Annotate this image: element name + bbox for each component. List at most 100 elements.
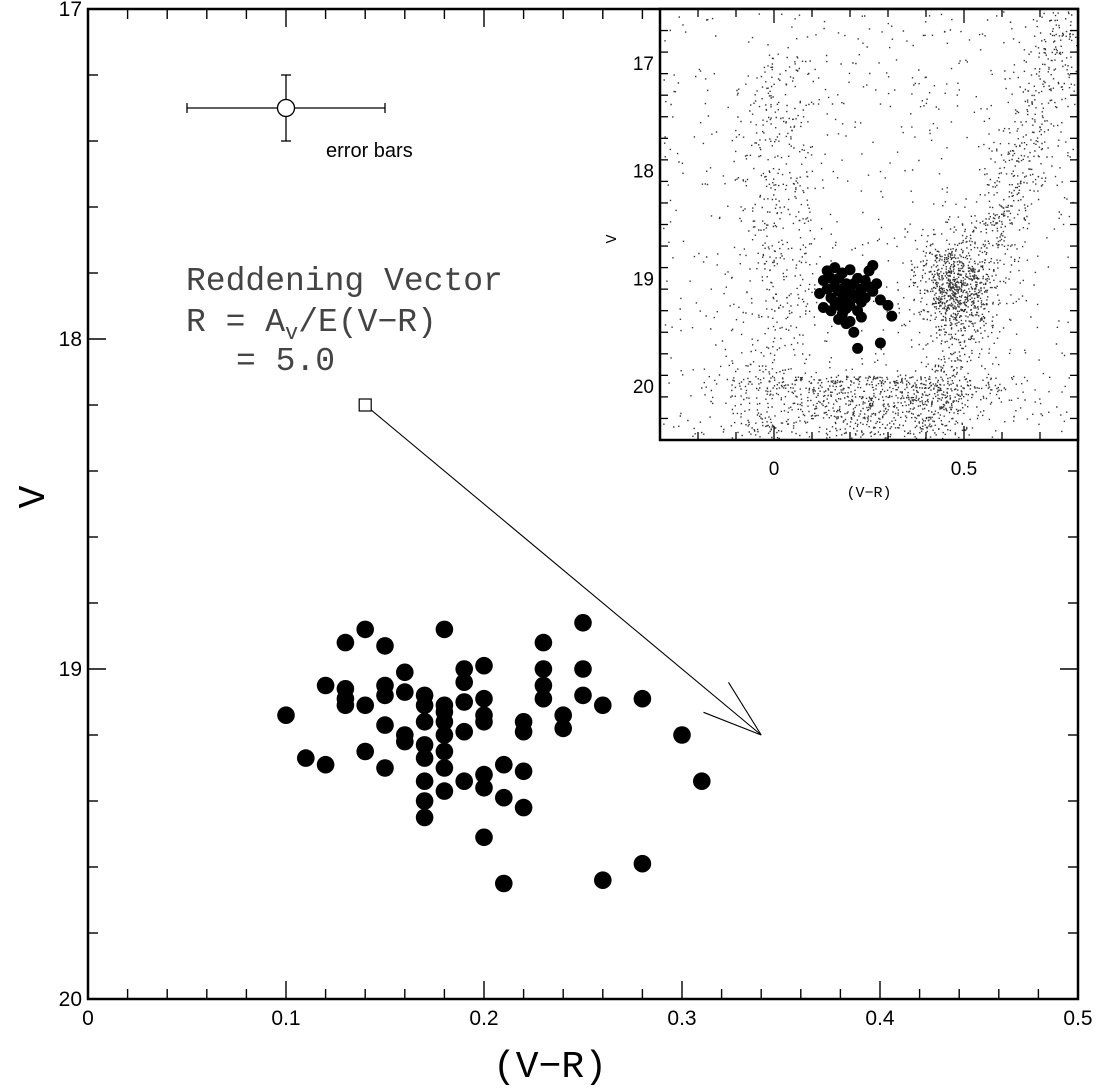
reddening-vector-line <box>364 404 762 736</box>
data-point <box>415 772 434 790</box>
data-point <box>475 713 493 731</box>
data-point <box>435 759 454 777</box>
data-point <box>475 689 493 708</box>
reddening-vector-start-marker <box>358 398 372 412</box>
data-point <box>475 765 493 784</box>
data-point <box>396 732 414 751</box>
y-tick-label: 19 <box>59 658 82 681</box>
inset-axis-ticks <box>659 8 1079 441</box>
data-point <box>415 808 434 827</box>
data-point <box>415 792 434 810</box>
data-point <box>534 660 553 678</box>
inset-data-point <box>840 318 852 330</box>
inset-data-point <box>844 264 856 276</box>
reddening-value: = 5.0 <box>236 343 335 380</box>
data-point <box>574 614 592 632</box>
data-point <box>356 742 375 761</box>
data-point <box>475 656 493 675</box>
data-point <box>415 736 434 754</box>
data-point <box>376 686 394 705</box>
reddening-vector-arrow <box>358 398 762 736</box>
data-point <box>594 871 612 889</box>
reddening-vector-arrowhead <box>728 682 762 736</box>
data-point <box>316 676 335 695</box>
data-point <box>455 660 474 678</box>
data-point <box>693 772 711 790</box>
data-point <box>475 828 493 847</box>
reddening-eq-R: R = A <box>186 304 285 341</box>
inset-data-point <box>825 305 837 317</box>
inset-data-point <box>848 326 860 338</box>
data-point <box>514 762 533 781</box>
inset-x-tick-label: 0 <box>769 459 780 480</box>
inset-field-stars <box>663 11 1078 440</box>
inset-background <box>660 9 1078 440</box>
data-point <box>396 683 414 701</box>
main-y-axis-label: V <box>13 485 56 508</box>
inset-y-tick-label: 18 <box>633 162 654 183</box>
inset-data-point <box>859 292 871 304</box>
main-plot-frame <box>86 7 1080 1001</box>
data-point <box>514 798 533 817</box>
inset-y-axis-label: V <box>604 234 621 243</box>
data-point <box>673 726 691 744</box>
inset-y-tick-labels: 17 18 19 20 <box>633 54 654 398</box>
data-point <box>297 749 315 767</box>
data-point <box>356 620 375 639</box>
data-point <box>435 742 454 761</box>
x-tick-label: 0 <box>82 1007 94 1030</box>
data-point <box>396 663 414 682</box>
reddening-vector-title: Reddening Vector <box>186 263 503 300</box>
reddening-vector-arrowhead <box>703 711 762 736</box>
x-tick-label: 0.2 <box>469 1007 498 1030</box>
inset-x-tick-labels: 0 0.5 <box>769 459 978 480</box>
data-point <box>415 749 434 767</box>
data-point <box>435 782 454 800</box>
data-point <box>376 716 394 734</box>
main-chart: 0 0.1 0.2 0.3 0.4 0.5 17 18 19 20 (V−R) V error … <box>13 0 1093 1089</box>
main-x-axis-label: (V−R) <box>493 1046 607 1089</box>
data-point <box>415 696 434 715</box>
data-point <box>455 722 474 741</box>
main-data-points <box>277 614 711 893</box>
data-point <box>277 706 295 724</box>
x-tick-label: 0.1 <box>271 1007 300 1030</box>
inset-data-point <box>886 310 898 322</box>
data-point <box>534 633 553 652</box>
data-point <box>336 633 355 652</box>
data-point <box>633 689 652 708</box>
data-point <box>633 854 652 873</box>
inset-y-tick-label: 17 <box>633 54 654 75</box>
inset-y-tick-label: 19 <box>633 269 654 290</box>
error-bar-label: error bars <box>326 140 413 162</box>
x-tick-label: 0.3 <box>667 1007 696 1030</box>
data-point <box>514 722 533 741</box>
inset-x-tick-label: 0.5 <box>951 459 977 480</box>
data-point <box>594 696 612 715</box>
data-point <box>435 713 454 731</box>
data-point <box>534 676 553 695</box>
data-point <box>455 673 474 691</box>
data-point <box>455 772 474 790</box>
x-tick-label: 0.4 <box>865 1007 895 1030</box>
data-point <box>376 759 394 777</box>
data-point <box>534 689 553 708</box>
inset-data-point <box>874 337 886 349</box>
inset-data-point <box>855 311 867 323</box>
field-star-dots <box>663 11 1078 440</box>
inset-data-point <box>825 272 837 284</box>
main-y-tick-labels: 17 18 19 20 <box>59 0 82 1011</box>
data-point <box>495 874 513 893</box>
main-x-tick-labels: 0 0.1 0.2 0.3 0.4 0.5 <box>82 1007 1092 1030</box>
inset-data-point <box>871 278 883 290</box>
y-tick-label: 20 <box>59 988 82 1011</box>
inset-data-point <box>874 294 886 306</box>
data-point <box>554 719 572 738</box>
inset-data-point <box>852 342 864 354</box>
data-point <box>455 693 474 711</box>
data-point <box>435 726 454 744</box>
inset-highlighted-points <box>814 259 898 354</box>
data-point <box>415 713 434 731</box>
reddening-eq-rest: /E(V−R) <box>298 304 437 341</box>
